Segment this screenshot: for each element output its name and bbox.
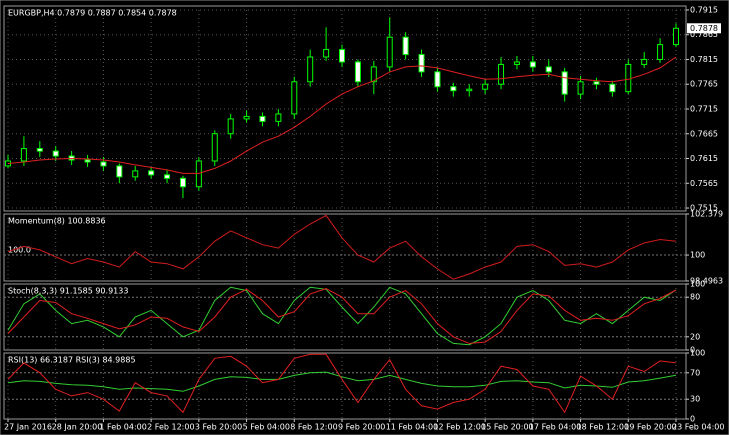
panel-title: Stoch(8,3,3) 91.1585 90.9133 xyxy=(8,287,128,296)
x-tick-label: 19 Feb 20:00 xyxy=(624,423,676,432)
x-tick-label: 18 Feb 12:00 xyxy=(577,423,629,432)
candle-body xyxy=(386,36,393,68)
x-tick-label: 2 Feb 12:00 xyxy=(147,423,194,432)
x-tick-label: 12 Feb 12:00 xyxy=(433,423,485,432)
y-tick-label: 0.7915 xyxy=(690,5,718,14)
candle-body xyxy=(52,150,59,157)
x-tick-label: 27 Jan 2016 xyxy=(4,423,52,432)
candle-body xyxy=(20,148,27,162)
candle-body xyxy=(36,148,43,152)
y-tick-label: 30 xyxy=(690,395,700,404)
candle-body xyxy=(275,113,282,122)
panel-title: Momentum(8) 100.8836 xyxy=(8,217,106,226)
candle-body xyxy=(370,66,377,83)
candle-body xyxy=(498,63,505,85)
x-tick-label: 3 Feb 20:00 xyxy=(195,423,242,432)
candle-body xyxy=(561,71,568,95)
candle-body xyxy=(259,115,266,122)
candle-body xyxy=(641,58,648,65)
price-box xyxy=(687,23,721,34)
candle-body xyxy=(307,56,314,83)
candle-body xyxy=(339,49,345,63)
candle-body xyxy=(211,133,218,162)
indicator-line xyxy=(7,286,677,346)
y-tick-label: 0.7565 xyxy=(690,179,718,188)
panel-title: EURGBP,H4 0.7879 0.7887 0.7854 0.7878 xyxy=(8,9,177,18)
y-tick-label: 80 xyxy=(690,293,700,302)
x-tick-label: 23 Feb 04:00 xyxy=(672,423,724,432)
y-tick-label: 98.4963 xyxy=(690,277,723,286)
candle-body xyxy=(179,177,186,188)
candle-body xyxy=(164,174,171,179)
x-tick-label: 1 Feb 04:00 xyxy=(99,423,146,432)
candle-body xyxy=(545,66,552,73)
candle-body xyxy=(434,71,441,88)
candle-body xyxy=(354,61,361,83)
indicator-line xyxy=(7,353,677,414)
panel-frame xyxy=(3,352,687,420)
candle-body xyxy=(402,36,409,56)
candle-body xyxy=(577,81,584,95)
panel-title: RSI(13) 66.3187 RSI(3) 84.9885 xyxy=(8,356,136,365)
x-tick-label: 17 Feb 04:00 xyxy=(529,423,581,432)
x-tick-label: 11 Feb 04:00 xyxy=(386,423,438,432)
candle-body xyxy=(482,83,489,90)
candle-body xyxy=(84,159,91,163)
panel-frame xyxy=(3,283,687,351)
y-tick-label: 0 xyxy=(690,415,695,424)
candle-body xyxy=(657,44,664,60)
y-tick-label: 0.7665 xyxy=(690,129,718,138)
x-tick-label: 9 Feb 20:00 xyxy=(338,423,385,432)
y-tick-label: 0.7515 xyxy=(690,204,718,213)
candle-body xyxy=(529,61,536,68)
current-price: 0.7878 xyxy=(690,24,718,33)
candle-body xyxy=(227,118,234,135)
candle-body xyxy=(323,49,330,58)
level-label: 100.0 xyxy=(8,246,31,255)
candle-body xyxy=(609,83,616,93)
x-tick-label: 8 Feb 12:00 xyxy=(290,423,337,432)
candle-body xyxy=(132,170,139,178)
candle-body xyxy=(243,115,250,120)
panel-frame xyxy=(3,213,687,282)
candle-body xyxy=(625,63,632,93)
candle-body xyxy=(100,161,107,167)
candle-body xyxy=(148,170,155,176)
candle-body xyxy=(291,81,298,115)
y-tick-label: 0.7615 xyxy=(690,154,718,163)
indicator-line xyxy=(7,288,677,344)
indicator-line xyxy=(7,214,677,280)
y-tick-label: 100 xyxy=(690,251,705,260)
y-tick-label: 20 xyxy=(690,332,700,341)
y-tick-label: 100 xyxy=(690,349,705,358)
y-tick-label: 0.7865 xyxy=(690,30,718,39)
candle-body xyxy=(116,165,123,178)
candle-body xyxy=(466,88,473,92)
indicator-line xyxy=(7,56,677,174)
indicator-line xyxy=(7,371,677,392)
candle-body xyxy=(418,54,425,73)
y-tick-label: 70 xyxy=(690,368,700,377)
x-tick-label: 28 Jan 20:00 xyxy=(52,423,103,432)
y-tick-label: 0.7815 xyxy=(690,55,718,64)
candle-body xyxy=(673,27,679,46)
y-tick-label: 0 xyxy=(690,346,695,355)
candle-body xyxy=(593,81,600,85)
y-tick-label: 0.7765 xyxy=(690,80,718,89)
y-tick-label: 102.379 xyxy=(690,210,723,219)
y-tick-label: 0.7715 xyxy=(690,104,718,113)
y-tick-label: 100 xyxy=(690,280,705,289)
candle-body xyxy=(513,61,520,65)
candle-body xyxy=(450,86,457,92)
x-tick-label: 5 Feb 04:00 xyxy=(243,423,290,432)
x-tick-label: 15 Feb 20:00 xyxy=(481,423,533,432)
